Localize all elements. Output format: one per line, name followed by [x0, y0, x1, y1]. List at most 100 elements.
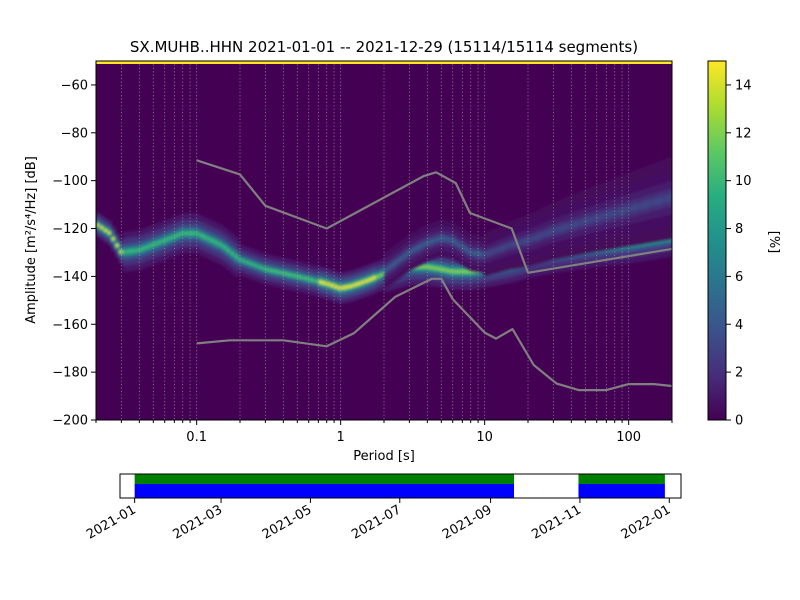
colorbar: 0 2 4 6 8 10 12 14 [%]	[707, 60, 781, 429]
density-cell	[172, 234, 178, 239]
density-cell	[453, 269, 458, 274]
noise-models	[196, 159, 672, 392]
density-cell	[264, 268, 270, 271]
density-cell	[426, 265, 431, 269]
density-cell	[654, 198, 658, 206]
y-tick-label: −120	[52, 222, 88, 237]
density-cell	[476, 251, 479, 256]
x-axis-ticks: 0.1 1 10 100	[95, 420, 673, 445]
density-cell	[176, 233, 182, 237]
density-cell	[668, 194, 671, 203]
density-cell	[660, 196, 663, 205]
density-cell	[449, 269, 454, 274]
density-cell	[589, 216, 592, 224]
timeline-tick-label: 2021-09	[440, 502, 495, 542]
colorbar-gradient	[707, 60, 727, 421]
density-cell	[510, 242, 514, 248]
y-tick-label: −200	[52, 414, 88, 429]
density-cell	[535, 234, 539, 240]
colorbar-tick-label: 0	[735, 414, 743, 429]
y-tick-label: −80	[61, 126, 88, 141]
density-cell	[504, 244, 508, 250]
density-cell	[418, 245, 422, 249]
colorbar-tick-label: 6	[735, 270, 743, 285]
density-cell	[443, 237, 447, 241]
density-cell	[456, 269, 462, 274]
density-cell	[514, 241, 518, 247]
density-cell	[368, 277, 374, 281]
density-cell	[165, 237, 170, 242]
density-cell	[138, 247, 143, 252]
density-cell	[631, 204, 635, 212]
density-cell	[360, 280, 366, 284]
density-cell	[489, 250, 493, 255]
density-cell	[579, 219, 583, 226]
density-cell	[587, 217, 591, 224]
density-cell	[207, 237, 212, 242]
density-cell	[487, 251, 491, 256]
density-cell	[520, 239, 523, 245]
density-cell	[299, 275, 304, 279]
timeline-ticks: 2021-01 2021-03 2021-05 2021-07 2021-09 2021-…	[84, 498, 673, 543]
density-cell	[372, 276, 377, 280]
density-cell	[142, 246, 147, 251]
density-cell	[508, 243, 512, 248]
timeline-tick-label: 2021-01	[84, 502, 139, 542]
density-cell	[441, 236, 445, 241]
density-cell	[493, 249, 496, 254]
density-cell	[437, 237, 441, 241]
density-cell	[518, 240, 521, 246]
x-tick-label: 0.1	[186, 430, 207, 445]
density-cell	[574, 221, 577, 228]
density-cell	[161, 239, 166, 243]
density-cell	[455, 240, 458, 245]
density-cell	[405, 253, 408, 257]
density-cell	[625, 206, 629, 214]
density-cell	[288, 273, 293, 277]
y-axis-label: Amplitude [m²/s⁴/Hz] [dB]	[24, 156, 39, 324]
density-cell	[376, 274, 381, 278]
density-cell	[357, 282, 362, 286]
density-cell	[226, 248, 231, 253]
density-cell	[606, 211, 610, 219]
density-cell	[268, 268, 274, 272]
timeline-tick-label: 2021-05	[260, 502, 315, 542]
colorbar-label: [%]	[766, 231, 781, 254]
density-cell	[635, 203, 639, 211]
density-cell	[656, 197, 660, 206]
x-axis-label: Period [s]	[353, 449, 415, 464]
density-cell	[464, 247, 468, 251]
density-cell	[566, 223, 569, 230]
x-tick-label: 1	[337, 430, 345, 445]
density-cell	[645, 200, 648, 209]
density-cell	[280, 271, 285, 275]
density-cell	[604, 212, 608, 219]
density-cell	[524, 238, 527, 244]
density-cell	[618, 208, 621, 216]
density-cell	[222, 245, 228, 250]
density-cell	[203, 235, 208, 240]
density-cell	[531, 236, 535, 242]
density-cell	[464, 269, 470, 274]
density-cell	[576, 220, 579, 227]
density-cell	[391, 263, 395, 267]
density-cell	[652, 198, 656, 207]
density-cell	[608, 211, 612, 218]
density-cell	[633, 204, 637, 212]
density-cell	[474, 251, 477, 255]
timeline-tick-label: 2021-07	[349, 502, 404, 542]
density-cell	[180, 231, 185, 236]
density-cell	[666, 194, 669, 203]
density-cell	[441, 267, 447, 272]
density-cell	[453, 239, 456, 244]
density-cell	[591, 216, 594, 223]
density-cell	[249, 262, 255, 266]
density-cell	[168, 236, 174, 240]
coverage-bottom-band	[134, 484, 515, 498]
density-cell	[364, 279, 370, 283]
density-cell	[253, 264, 258, 267]
density-cell	[407, 251, 410, 256]
density-cell	[410, 249, 414, 253]
colorbar-tick-label: 8	[735, 222, 743, 237]
density-cell	[122, 250, 128, 254]
